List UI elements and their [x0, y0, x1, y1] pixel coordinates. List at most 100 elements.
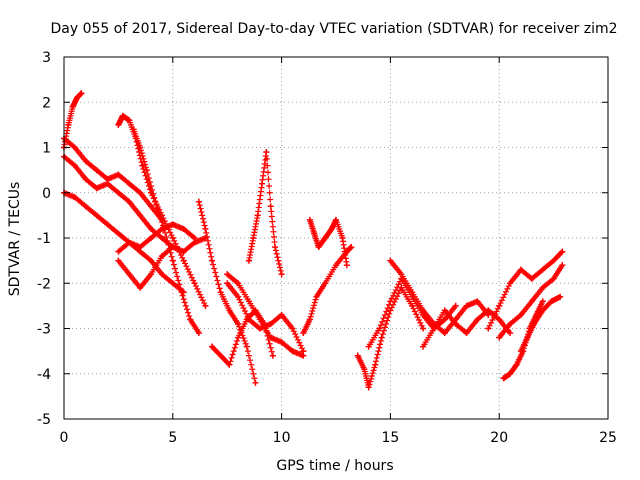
- x-tick-label: 15: [381, 430, 399, 446]
- data-point: [474, 298, 481, 305]
- data-point: [158, 235, 165, 241]
- data-point: [152, 198, 159, 205]
- data-point: [71, 162, 78, 169]
- data-point: [528, 275, 535, 282]
- x-axis-label: GPS time / hours: [276, 458, 393, 474]
- data-point: [343, 262, 350, 269]
- data-point: [245, 316, 252, 323]
- data-point: [78, 90, 85, 97]
- data-point: [137, 212, 144, 219]
- data-point: [289, 348, 296, 355]
- data-point: [328, 225, 335, 232]
- y-axis-label: SDTVAR / TECUs: [7, 182, 23, 297]
- data-point: [441, 307, 448, 314]
- data-point: [224, 271, 231, 278]
- data-point: [148, 257, 155, 264]
- data-point: [71, 144, 78, 151]
- data-point: [348, 244, 355, 251]
- series-track-15: [300, 244, 355, 337]
- data-point: [245, 257, 252, 264]
- data-point: [517, 311, 524, 318]
- data-point: [507, 280, 514, 287]
- data-point-markers: [306, 216, 350, 269]
- series-track-12: [245, 149, 285, 278]
- y-tick-label: 0: [42, 186, 51, 202]
- data-point: [93, 167, 100, 174]
- data-point: [235, 280, 242, 287]
- data-point: [148, 271, 155, 278]
- data-point: [208, 257, 215, 264]
- data-point: [93, 212, 100, 219]
- data-point: [517, 348, 524, 355]
- series-track-21: [496, 262, 566, 341]
- data-point: [180, 225, 187, 232]
- data-point: [143, 167, 150, 174]
- data-point: [463, 302, 470, 309]
- data-point: [548, 298, 555, 305]
- data-point: [485, 307, 492, 314]
- data-point: [528, 298, 535, 305]
- data-point: [430, 325, 437, 332]
- data-point: [169, 244, 176, 251]
- data-point: [452, 320, 459, 327]
- series-track-5: [115, 112, 209, 309]
- data-point: [235, 334, 242, 341]
- data-point: [243, 343, 250, 350]
- data-point: [137, 284, 144, 291]
- data-point: [365, 343, 372, 350]
- data-point: [267, 334, 274, 341]
- data-point: [126, 271, 133, 278]
- data-point: [217, 289, 224, 296]
- data-point: [178, 289, 185, 296]
- data-point: [272, 244, 279, 251]
- data-point: [559, 248, 566, 255]
- data-point: [104, 221, 111, 228]
- y-tick-label: -1: [37, 231, 51, 247]
- data-point: [187, 316, 194, 323]
- grid: [64, 57, 608, 419]
- data-point: [224, 280, 231, 287]
- data-point: [420, 343, 427, 350]
- data-point: [322, 280, 329, 287]
- data-point: [137, 244, 144, 251]
- series-track-6: [130, 126, 202, 337]
- series-track-20: [485, 248, 566, 332]
- series-track-8: [115, 221, 198, 255]
- x-tick-label: 25: [599, 430, 617, 446]
- data-point: [169, 280, 176, 287]
- data-point: [65, 121, 72, 128]
- data-point: [252, 379, 259, 386]
- data-point: [126, 239, 133, 246]
- data-point: [254, 212, 261, 219]
- y-tick-label: -2: [37, 276, 51, 292]
- data-point: [158, 225, 165, 232]
- x-tick-label: 20: [490, 430, 508, 446]
- data-point: [300, 352, 307, 359]
- data-point: [245, 298, 252, 305]
- data-point: [550, 257, 557, 264]
- data-point: [202, 302, 209, 309]
- data-point: [539, 266, 546, 273]
- data-point: [311, 230, 318, 237]
- data-point: [69, 103, 76, 110]
- data-point: [126, 180, 133, 187]
- data-point: [115, 171, 122, 178]
- y-tick-label: 1: [42, 141, 51, 157]
- data-point: [289, 325, 296, 332]
- data-point: [485, 325, 492, 332]
- data-point: [267, 203, 274, 210]
- data-point: [115, 230, 122, 237]
- data-point: [74, 94, 81, 101]
- data-point: [278, 339, 285, 346]
- data-point: [524, 334, 531, 341]
- data-point: [93, 185, 100, 192]
- data-point: [496, 302, 503, 309]
- data-point: [354, 352, 361, 359]
- data-point-markers: [130, 126, 202, 337]
- data-point: [137, 189, 144, 196]
- series-track-9: [195, 198, 259, 386]
- data-point: [148, 225, 155, 232]
- data-point: [235, 293, 242, 300]
- data-point: [169, 221, 176, 228]
- data-point: [513, 361, 520, 368]
